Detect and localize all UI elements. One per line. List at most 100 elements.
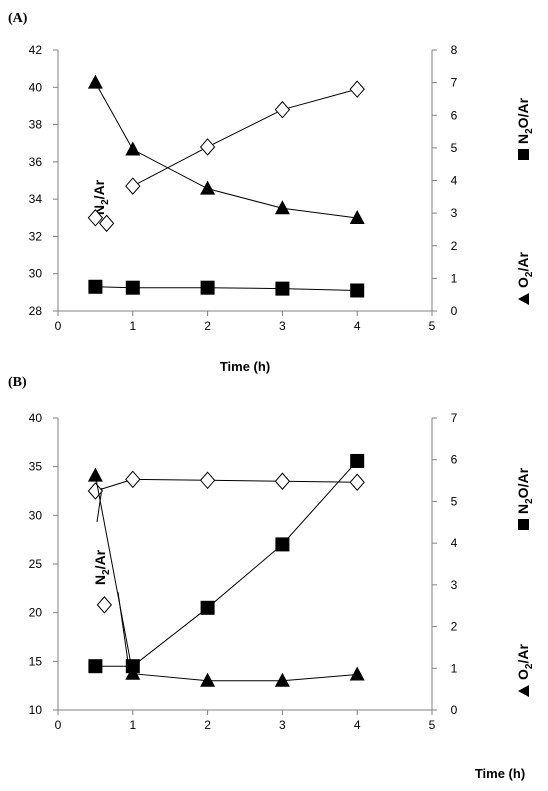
n2-ar-series-line [132, 88, 358, 187]
x-tick-label: 3 [279, 718, 286, 732]
panel-a: (A) Time (h) N2/Ar N2O/Ar O2/Ar 0 1 2 3 4 528… [8, 11, 535, 374]
x-tick-label: 5 [429, 319, 436, 333]
n2-ar-data-point [274, 100, 291, 119]
svg-text:O2/Ar: O2/Ar [515, 252, 535, 288]
square-marker-icon [518, 149, 529, 160]
annotation-marker [96, 596, 113, 614]
n2o-ar-data-point [200, 600, 215, 615]
left-y-tick-label: 10 [29, 703, 43, 717]
n2-ar-data-point [274, 472, 291, 491]
annotation-marker [98, 214, 115, 233]
left-y-tick-label: 35 [29, 460, 43, 474]
o2-ar-data-point [87, 74, 103, 89]
n2-ar-annotation-label: N2/Ar [91, 179, 111, 215]
x-tick-label: 4 [354, 718, 361, 732]
n2o-ar-right-label: N2O/Ar [515, 97, 535, 160]
o2-ar-data-point [200, 180, 216, 195]
n2-ar-data-point [87, 209, 104, 227]
n2-ar-data-point [349, 473, 365, 491]
square-marker-icon [518, 519, 529, 530]
right-y-tick-label: 3 [451, 578, 458, 592]
n2-ar-annotation-label: N2/Ar [92, 549, 112, 585]
right-y-tick-label: 5 [451, 494, 458, 508]
panel-label: (A) [8, 11, 28, 26]
n2o-ar-data-point [275, 537, 290, 552]
right-y-tick-label: 7 [451, 76, 458, 90]
panel-label: (B) [8, 375, 27, 390]
svg-text:N2/Ar: N2/Ar [91, 179, 111, 215]
panel-b: (B) Time (h) N2/Ar N2O/Ar O2/Ar 0 1 2 3 4 5 10… [8, 375, 535, 781]
o2-ar-data-point [125, 665, 141, 680]
right-y-tick-label: 4 [451, 536, 458, 550]
left-y-tick-label: 30 [29, 508, 43, 522]
left-y-tick-label: 15 [29, 654, 43, 668]
right-y-tick-label: 1 [451, 271, 458, 285]
right-y-tick-label: 0 [451, 304, 458, 318]
right-y-tick-label: 6 [451, 108, 458, 122]
annotation-leader-line [96, 487, 103, 523]
n2o-ar-data-point [88, 659, 103, 674]
svg-text:N2/Ar: N2/Ar [92, 549, 112, 585]
n2-ar-data-point [199, 138, 216, 156]
triangle-marker-icon [518, 685, 529, 697]
left-y-tick-label: 36 [29, 155, 43, 169]
right-y-tick-label: 3 [451, 206, 458, 220]
n2-ar-data-point [349, 80, 365, 98]
left-y-tick-label: 25 [29, 557, 43, 571]
o2-ar-right-label: O2/Ar [515, 644, 535, 697]
right-y-tick-label: 1 [451, 661, 458, 675]
n2o-ar-data-point [88, 279, 103, 294]
n2o-ar-data-point [275, 281, 290, 296]
n2o-ar-right-label: N2O/Ar [515, 467, 535, 530]
x-tick-label: 1 [129, 718, 136, 732]
o2-ar-data-point [349, 210, 365, 225]
n2o-ar-data-point [350, 283, 365, 298]
o2-ar-data-point [200, 672, 216, 687]
right-y-tick-label: 2 [451, 239, 458, 253]
o2-ar-data-point [87, 467, 103, 482]
left-y-tick-label: 42 [29, 43, 43, 57]
n2o-ar-series-line [95, 460, 358, 667]
left-y-tick-label: 32 [29, 229, 43, 243]
right-y-tick-label: 2 [451, 620, 458, 634]
o2-ar-data-point [274, 200, 290, 215]
n2o-ar-data-point [350, 453, 365, 468]
n2-ar-data-point [125, 177, 141, 195]
triangle-marker-icon [518, 293, 529, 305]
n2-ar-data-point [199, 471, 216, 490]
svg-text:N2O/Ar: N2O/Ar [515, 97, 535, 144]
x-tick-label: 1 [129, 319, 136, 333]
x-axis-title: Time (h) [475, 766, 525, 781]
left-y-tick-label: 20 [29, 606, 43, 620]
left-y-tick-label: 38 [29, 118, 43, 132]
left-y-tick-label: 28 [29, 304, 43, 318]
left-y-tick-label: 40 [29, 80, 43, 94]
x-tick-label: 5 [429, 718, 436, 732]
right-y-tick-label: 5 [451, 141, 458, 155]
x-tick-label: 2 [204, 319, 211, 333]
right-y-tick-label: 6 [451, 453, 458, 467]
o2-ar-right-label: O2/Ar [515, 252, 535, 305]
o2-ar-data-point [274, 672, 290, 687]
x-tick-label: 3 [279, 319, 286, 333]
left-y-tick-label: 34 [29, 192, 43, 206]
svg-text:N2O/Ar: N2O/Ar [515, 467, 535, 514]
x-tick-label: 0 [55, 718, 62, 732]
left-y-tick-label: 30 [29, 267, 43, 281]
n2-ar-data-point [125, 470, 141, 489]
x-tick-label: 0 [55, 319, 62, 333]
n2o-ar-data-point [200, 280, 215, 295]
right-y-tick-label: 4 [451, 174, 458, 188]
x-tick-label: 4 [354, 319, 361, 333]
left-y-tick-label: 40 [29, 411, 43, 425]
x-tick-label: 2 [204, 718, 211, 732]
right-y-tick-label: 8 [451, 43, 458, 57]
o2-ar-series-line [94, 475, 358, 682]
x-axis-title: Time (h) [220, 359, 270, 374]
svg-text:O2/Ar: O2/Ar [515, 644, 535, 680]
n2o-ar-data-point [125, 280, 140, 295]
o2-ar-data-point [125, 141, 141, 156]
o2-ar-data-point [349, 666, 365, 681]
right-y-tick-label: 7 [451, 411, 458, 425]
